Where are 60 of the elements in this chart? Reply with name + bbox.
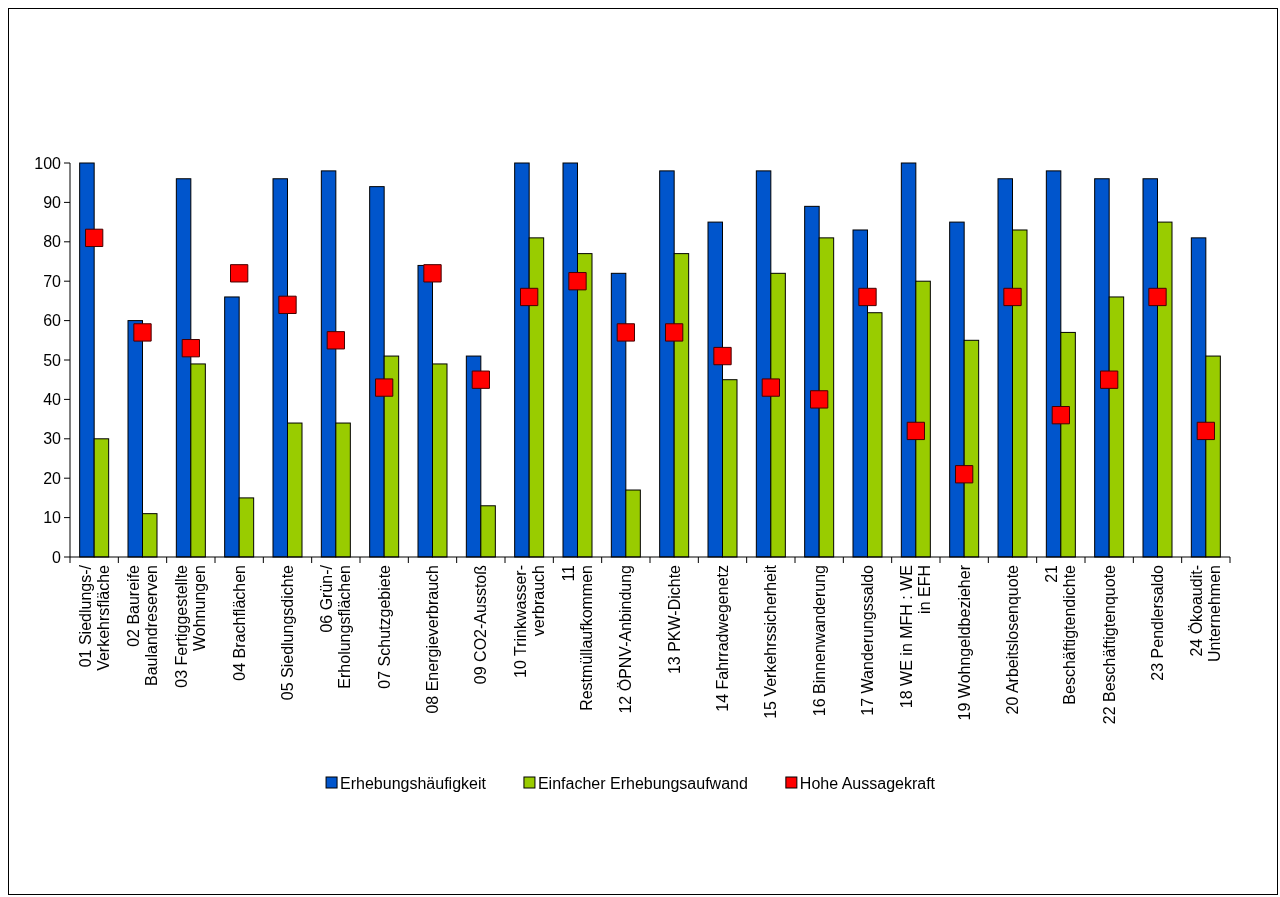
x-tick-label: 23 Pendlersaldo bbox=[1149, 564, 1167, 681]
legend-label: Einfacher Erhebungsaufwand bbox=[537, 774, 748, 792]
point bbox=[1148, 287, 1167, 307]
y-tick-label: 0 bbox=[52, 548, 62, 566]
x-tick-label: 02 Baureife Baulandreserven bbox=[125, 564, 161, 686]
point bbox=[230, 264, 249, 283]
point bbox=[713, 346, 732, 366]
x-tick-label: 08 Energieverbrauch bbox=[424, 565, 442, 714]
point bbox=[616, 323, 635, 342]
x-tick-label: 16 Binnenwanderung bbox=[810, 565, 828, 717]
legend-label: Hohe Aussagekraft bbox=[799, 774, 936, 792]
point bbox=[1196, 421, 1215, 441]
x-tick-label: 19 Wohngeldbezieher bbox=[955, 564, 973, 721]
y-tick-label: 30 bbox=[43, 430, 62, 448]
y-tick-label: 90 bbox=[43, 194, 62, 211]
x-tick-label: 22 Beschäftigtenquote bbox=[1100, 564, 1118, 725]
x-tick-label: 09 CO2-Ausstoß bbox=[472, 564, 490, 685]
y-tick-label: 80 bbox=[43, 233, 62, 251]
point bbox=[278, 295, 297, 314]
y-tick-label: 100 bbox=[34, 154, 62, 172]
point bbox=[423, 264, 442, 283]
x-tick-label: 20 Arbeitslosenquote bbox=[1004, 564, 1022, 715]
point bbox=[858, 287, 877, 307]
y-tick-label: 40 bbox=[43, 391, 62, 408]
x-tick-label: 14 Fahrradwegenetz bbox=[714, 565, 732, 712]
point bbox=[326, 331, 345, 350]
x-tick-label: 03 Fertiggestellte Wohnungen bbox=[173, 564, 209, 688]
point bbox=[133, 323, 152, 342]
y-tick-label: 10 bbox=[43, 509, 62, 527]
x-tick-label: 07 Schutzgebiete bbox=[375, 564, 393, 689]
y-tick-label: 20 bbox=[43, 469, 62, 487]
point bbox=[520, 287, 539, 307]
point bbox=[665, 323, 684, 342]
x-tick-label: 10 Trinkwasser-verbrauch bbox=[511, 565, 547, 678]
point bbox=[471, 370, 490, 389]
point bbox=[85, 228, 104, 248]
point bbox=[761, 378, 780, 397]
point bbox=[1051, 406, 1070, 425]
point bbox=[906, 421, 925, 441]
x-tick-label: 15 Verkehrssicherheit bbox=[762, 564, 780, 719]
x-tick-label: 17 Wanderungssaldo bbox=[859, 564, 877, 716]
y-tick-label: 60 bbox=[43, 312, 62, 330]
x-tick-label: 24 Ökoaudit-Unternehmen bbox=[1188, 565, 1224, 662]
x-tick-label: 04 Brachflächen bbox=[230, 565, 248, 681]
y-tick-label: 50 bbox=[43, 351, 62, 369]
legend-label: Erhebungshäufigkeit bbox=[340, 774, 487, 792]
x-tick-label: 13 PKW-Dichte bbox=[665, 564, 683, 675]
x-tick-label: 05 Siedlungsdichte bbox=[279, 564, 297, 701]
point bbox=[568, 272, 587, 291]
point bbox=[1003, 287, 1022, 307]
x-tick-label: 18 WE in MFH : WE in EFH bbox=[898, 565, 934, 709]
x-tick-label: 06 Grün-/ Erholungsflächen bbox=[318, 564, 354, 689]
x-tick-label: 01 Siedlungs-/ Verkehrsfläche bbox=[76, 564, 112, 671]
point bbox=[375, 378, 394, 397]
y-tick-label: 70 bbox=[43, 272, 62, 290]
point bbox=[181, 339, 200, 358]
x-tick-label: 12 ÖPNV-Anbindung bbox=[617, 565, 635, 714]
point bbox=[955, 465, 974, 484]
point bbox=[1100, 370, 1119, 389]
point bbox=[810, 390, 829, 409]
